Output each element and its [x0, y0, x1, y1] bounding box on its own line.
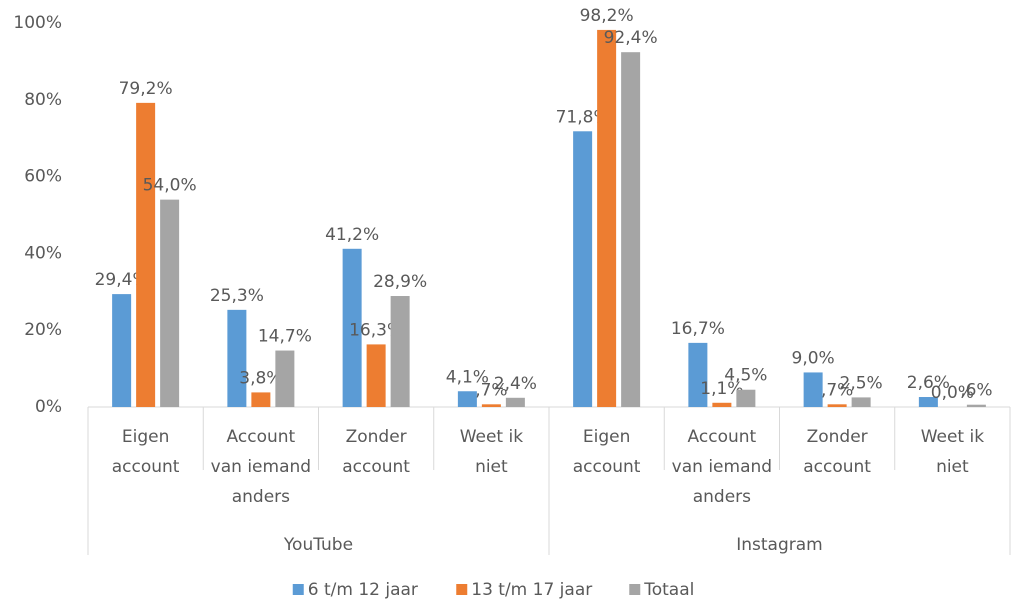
bar [712, 402, 732, 407]
x-tick-label: anders [693, 487, 751, 507]
data-label: 16,3% [349, 320, 403, 340]
legend-label: 13 t/m 17 jaar [471, 580, 592, 600]
data-label: 2,4% [494, 374, 537, 394]
bar [457, 391, 477, 407]
x-tick-label: Zonder [346, 427, 407, 447]
x-tick-label: account [573, 457, 641, 477]
x-tick-label: van iemand [211, 457, 311, 477]
bar [112, 294, 132, 407]
bar [251, 392, 271, 407]
bar [918, 397, 938, 407]
data-label: 0,0% [931, 383, 974, 403]
bar [736, 389, 756, 407]
group-label: Instagram [736, 535, 823, 555]
x-tick-label: account [803, 457, 871, 477]
x-tick-label: Eigen [583, 427, 631, 447]
data-label: 1,1% [700, 379, 743, 399]
x-tick-label: Eigen [122, 427, 170, 447]
x-tick-label: anders [232, 487, 290, 507]
legend-swatch [456, 584, 468, 595]
data-label: 4,1% [446, 367, 489, 387]
bar [160, 199, 180, 407]
x-tick-label: Weet ik [921, 427, 985, 447]
y-tick-label: 40% [24, 243, 62, 263]
bar [597, 29, 617, 408]
data-label: 4,5% [724, 366, 767, 386]
y-tick-label: 60% [24, 167, 62, 187]
group-label: YouTube [283, 535, 353, 555]
legend-swatch [629, 584, 641, 595]
bar [851, 397, 871, 407]
data-label: 16,7% [671, 319, 725, 339]
data-label: 28,9% [373, 272, 427, 292]
data-label: 29,4% [95, 270, 149, 290]
y-tick-label: 80% [24, 90, 62, 110]
bar [803, 372, 823, 407]
x-tick-label: Zonder [807, 427, 868, 447]
x-tick-label: account [112, 457, 180, 477]
data-label: ,6% [960, 381, 992, 401]
data-label: 71,8% [556, 107, 610, 127]
x-tick-label: Weet ik [460, 427, 524, 447]
bar [827, 404, 847, 407]
data-label: 79,2% [119, 79, 173, 99]
bar [688, 342, 708, 407]
bar [573, 131, 593, 407]
data-label: 2,5% [840, 373, 883, 393]
data-label: ,7% [821, 380, 853, 400]
x-tick-label: niet [936, 457, 969, 477]
bar [966, 404, 986, 407]
data-label: 41,2% [325, 225, 379, 245]
bar [342, 248, 362, 407]
data-label: ,7% [475, 380, 507, 400]
legend-swatch [292, 584, 304, 595]
data-label: 9,0% [792, 348, 835, 368]
bar [505, 397, 525, 407]
legend-label: 6 t/m 12 jaar [308, 580, 418, 600]
x-tick-label: niet [475, 457, 508, 477]
data-label: 54,0% [143, 176, 197, 196]
x-tick-label: van iemand [672, 457, 772, 477]
y-tick-label: 20% [24, 320, 62, 340]
data-label: 98,2% [580, 6, 634, 26]
y-tick-label: 100% [13, 13, 62, 33]
bar [136, 102, 156, 407]
bar [621, 52, 641, 408]
data-label: 25,3% [210, 286, 264, 306]
bar [366, 344, 386, 407]
data-label: 92,4% [604, 28, 658, 48]
x-tick-label: account [342, 457, 410, 477]
bar [481, 404, 501, 407]
x-tick-label: Account [227, 427, 296, 447]
bar [227, 309, 247, 407]
bar [275, 350, 295, 407]
data-label: 14,7% [258, 327, 312, 347]
data-label: 3,8% [239, 368, 282, 388]
legend-label: Totaal [643, 580, 694, 600]
y-tick-label: 0% [35, 397, 62, 417]
data-label: 2,6% [907, 373, 950, 393]
bar [390, 296, 410, 407]
x-tick-label: Account [688, 427, 757, 447]
